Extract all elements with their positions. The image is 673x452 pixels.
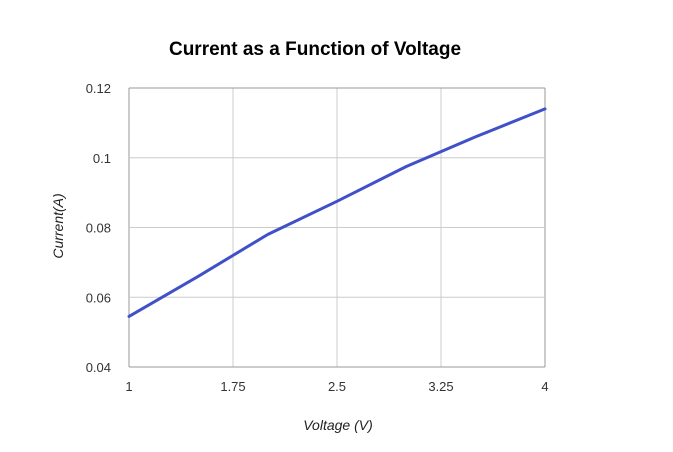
x-tick-label: 2.5 (328, 379, 346, 394)
y-tick-label: 0.12 (86, 81, 111, 96)
y-tick-label: 0.04 (86, 360, 111, 375)
y-tick-label: 0.08 (86, 221, 111, 236)
x-tick-label: 1 (125, 379, 132, 394)
y-tick-label: 0.06 (86, 290, 111, 305)
tick-layer: 1 1.75 2.5 3.25 4 0.12 0.1 0.08 0.06 0.04 (86, 81, 549, 394)
series-layer (127, 107, 547, 318)
x-tick-label: 4 (541, 379, 548, 394)
chart-title: Current as a Function of Voltage (169, 39, 461, 60)
x-tick-label: 3.25 (428, 379, 453, 394)
y-tick-label: 0.1 (93, 151, 111, 166)
x-axis-label: Voltage (V) (303, 417, 373, 433)
series-line (127, 107, 547, 318)
y-axis-label: Current(A) (50, 193, 66, 258)
x-tick-label: 1.75 (220, 379, 245, 394)
grid-layer (128, 87, 546, 368)
